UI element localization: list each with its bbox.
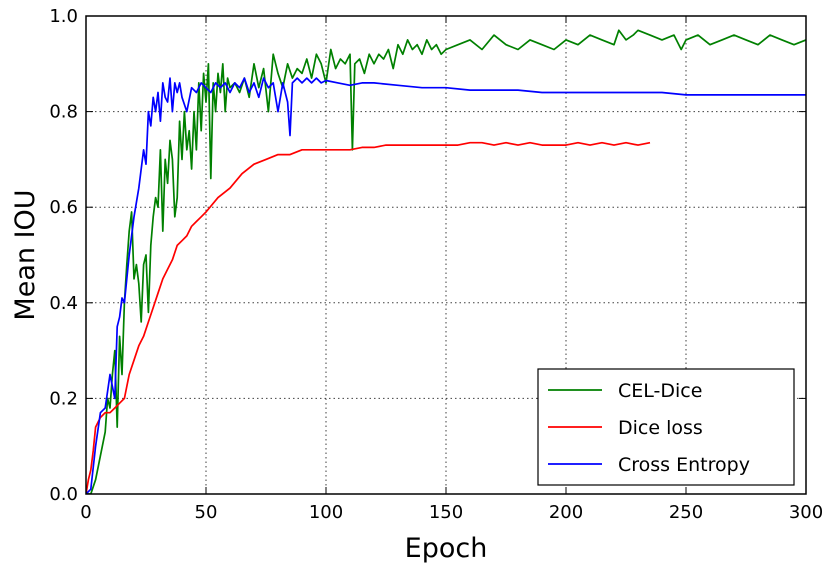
x-tick-label: 50 — [195, 502, 218, 523]
y-axis-label: Mean IOU — [10, 189, 41, 320]
y-tick-label: 0.0 — [49, 484, 78, 505]
legend-label: Cross Entropy — [618, 454, 750, 476]
x-tick-label: 100 — [309, 502, 343, 523]
x-axis-label: Epoch — [405, 533, 488, 564]
axis-ticks: 0 50 100 150 200 250 300 0.0 0.2 0.4 0.6 0.8 1.0 — [49, 6, 823, 523]
series-line-cross-entropy — [86, 77, 806, 494]
y-tick-label: 0.2 — [49, 388, 78, 409]
x-tick-label: 150 — [429, 502, 463, 523]
y-tick-label: 0.6 — [49, 197, 78, 218]
x-tick-label: 300 — [789, 502, 823, 523]
legend: CEL-Dice Dice loss Cross Entropy — [537, 368, 795, 486]
series-line-dice-loss — [86, 141, 651, 494]
y-tick-label: 0.8 — [49, 102, 78, 123]
x-tick-label: 200 — [549, 502, 583, 523]
y-tick-label: 0.4 — [49, 293, 78, 314]
series-lines — [86, 29, 806, 494]
legend-label: Dice loss — [618, 417, 703, 439]
series-line-cel-dice — [86, 29, 806, 494]
x-tick-label: 0 — [80, 502, 91, 523]
y-tick-label: 1.0 — [49, 6, 78, 27]
x-tick-label: 250 — [669, 502, 703, 523]
legend-label: CEL-Dice — [618, 380, 702, 402]
